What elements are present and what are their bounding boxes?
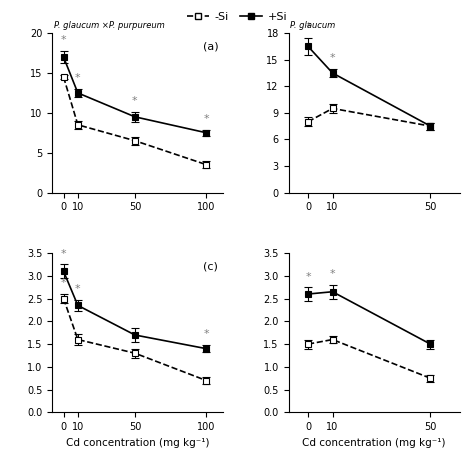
Text: *: * [305, 22, 311, 32]
Text: *: * [330, 269, 336, 279]
Legend: -Si, +Si: -Si, +Si [182, 8, 292, 27]
Text: *: * [75, 73, 81, 83]
Text: *: * [330, 53, 336, 63]
Text: *: * [203, 329, 209, 339]
X-axis label: Cd concentration (mg kg⁻¹): Cd concentration (mg kg⁻¹) [302, 438, 446, 447]
Text: *: * [61, 278, 66, 289]
Text: P. glaucum ×P. purpureum: P. glaucum ×P. purpureum [54, 21, 164, 30]
Text: P. glaucum: P. glaucum [290, 21, 336, 30]
Text: *: * [61, 249, 66, 259]
Text: (c): (c) [203, 261, 218, 271]
X-axis label: Cd concentration (mg kg⁻¹): Cd concentration (mg kg⁻¹) [66, 438, 210, 447]
Text: *: * [75, 284, 81, 294]
Text: *: * [61, 35, 66, 45]
Text: *: * [203, 114, 209, 124]
Text: *: * [132, 97, 138, 107]
Text: (a): (a) [203, 41, 219, 51]
Text: *: * [305, 272, 311, 282]
